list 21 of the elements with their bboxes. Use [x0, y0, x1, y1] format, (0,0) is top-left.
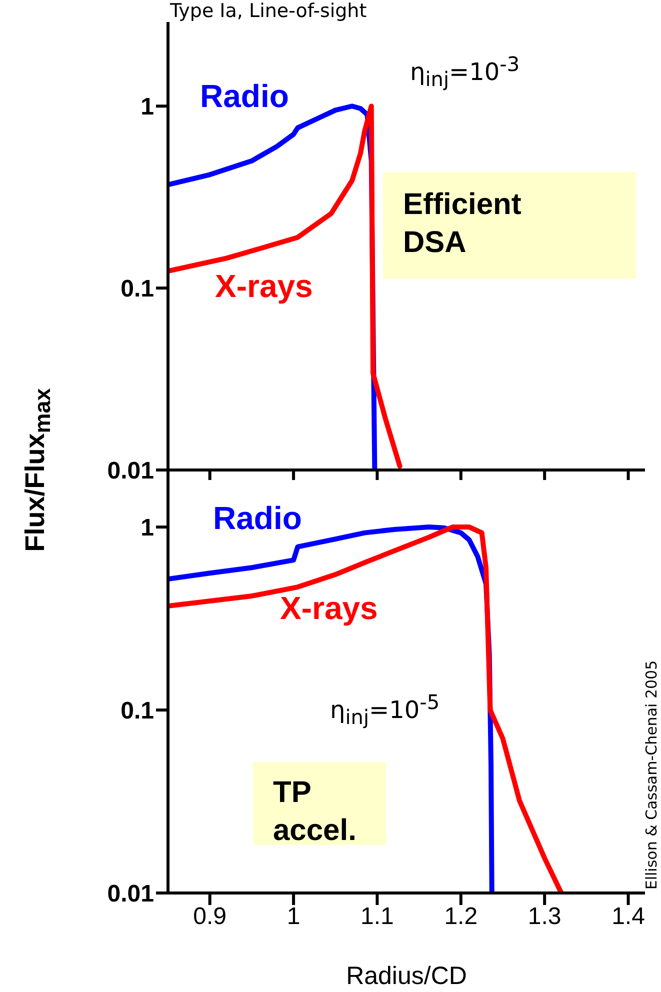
- x-tick-label: 0.9: [193, 903, 227, 930]
- x-tick-label: 1.1: [360, 903, 394, 930]
- y-tick-label: 1: [140, 514, 154, 542]
- series-label: Radio: [213, 500, 302, 537]
- y-tick-label: 0.1: [120, 276, 154, 303]
- chart-title: Type Ia, Line-of-sight: [170, 0, 367, 22]
- y-tick-label: 0.01: [107, 880, 154, 908]
- x-axis-title: Radius/CD: [346, 962, 467, 990]
- annotation: η$_{inj}$=10$^{-5}$: [330, 690, 440, 730]
- series-label: Radio: [200, 78, 289, 115]
- annotation: η$_{inj}$=10$^{-3}$: [410, 52, 520, 92]
- x-tick-label: 1: [286, 903, 300, 930]
- series-label: X-rays: [280, 590, 378, 627]
- annotation: Ellison & Cassam-Chenai 2005: [642, 660, 661, 890]
- series-label: X-rays: [215, 268, 313, 305]
- x-tick-label: 1.4: [612, 903, 645, 930]
- y-tick-label: 1: [140, 94, 154, 121]
- y-tick-label: 0.01: [107, 458, 154, 485]
- x-tick-label: 1.2: [444, 903, 478, 930]
- y-tick-label: 0.1: [120, 698, 154, 725]
- x-tick-label: 1.3: [528, 903, 562, 930]
